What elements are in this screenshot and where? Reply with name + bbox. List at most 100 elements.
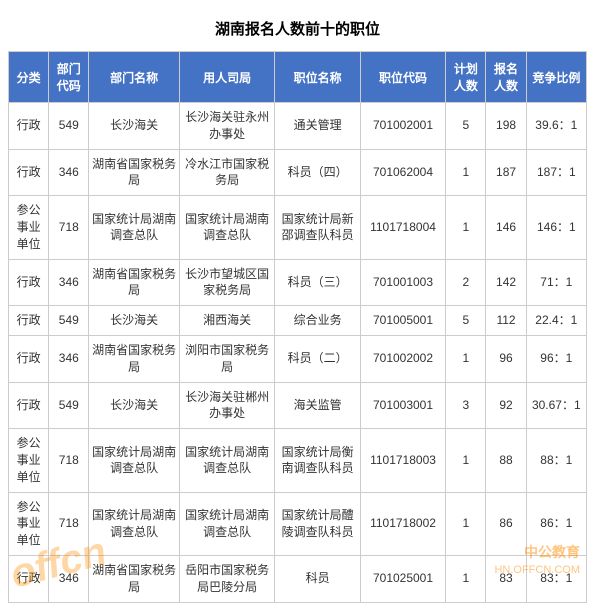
cell-2: 湖南省国家税务局 bbox=[89, 259, 179, 306]
header-position-code: 职位代码 bbox=[360, 52, 445, 103]
cell-3: 浏阳市国家税务局 bbox=[179, 335, 274, 382]
cell-3: 国家统计局湖南调查总队 bbox=[179, 429, 274, 492]
cell-6: 1 bbox=[446, 335, 486, 382]
table-row: 参公事业单位718国家统计局湖南调查总队国家统计局湖南调查总队国家统计局新邵调查… bbox=[9, 196, 587, 259]
cell-2: 国家统计局湖南调查总队 bbox=[89, 492, 179, 555]
cell-7: 86 bbox=[486, 492, 526, 555]
header-bureau: 用人司局 bbox=[179, 52, 274, 103]
cell-7: 96 bbox=[486, 335, 526, 382]
cell-7: 88 bbox=[486, 429, 526, 492]
cell-6: 5 bbox=[446, 306, 486, 336]
table-row: 行政346湖南省国家税务局冷水江市国家税务局科员（四）7010620041 187… bbox=[9, 149, 587, 196]
cell-3: 国家统计局湖南调查总队 bbox=[179, 196, 274, 259]
table-row: 参公事业单位718国家统计局湖南调查总队国家统计局湖南调查总队国家统计局醴陵调查… bbox=[9, 492, 587, 555]
cell-8: 146：1 bbox=[526, 196, 586, 259]
page-title: 湖南报名人数前十的职位 bbox=[8, 8, 587, 51]
cell-1: 549 bbox=[49, 382, 89, 429]
cell-0: 行政 bbox=[9, 335, 49, 382]
cell-4: 科员（二） bbox=[275, 335, 360, 382]
cell-2: 湖南省国家税务局 bbox=[89, 555, 179, 602]
header-position: 职位名称 bbox=[275, 52, 360, 103]
cell-5: 1101718004 bbox=[360, 196, 445, 259]
page-container: 湖南报名人数前十的职位 分类 部门代码 部门名称 用人司局 职位名称 职位代码 … bbox=[0, 0, 595, 611]
header-plan-count: 计划人数 bbox=[446, 52, 486, 103]
cell-4: 通关管理 bbox=[275, 103, 360, 150]
cell-1: 718 bbox=[49, 492, 89, 555]
cell-8: 71：1 bbox=[526, 259, 586, 306]
cell-2: 长沙海关 bbox=[89, 382, 179, 429]
cell-2: 长沙海关 bbox=[89, 103, 179, 150]
cell-8: 88：1 bbox=[526, 429, 586, 492]
cell-8: 83：1 bbox=[526, 555, 586, 602]
cell-6: 2 bbox=[446, 259, 486, 306]
header-category: 分类 bbox=[9, 52, 49, 103]
cell-3: 冷水江市国家税务局 bbox=[179, 149, 274, 196]
ranking-table: 分类 部门代码 部门名称 用人司局 职位名称 职位代码 计划人数 报名人数 竞争… bbox=[8, 51, 587, 603]
cell-8: 187：1 bbox=[526, 149, 586, 196]
cell-3: 湘西海关 bbox=[179, 306, 274, 336]
cell-4: 国家统计局新邵调查队科员 bbox=[275, 196, 360, 259]
header-ratio: 竞争比例 bbox=[526, 52, 586, 103]
cell-4: 科员（三） bbox=[275, 259, 360, 306]
cell-6: 1 bbox=[446, 196, 486, 259]
cell-6: 5 bbox=[446, 103, 486, 150]
cell-2: 湖南省国家税务局 bbox=[89, 149, 179, 196]
cell-2: 国家统计局湖南调查总队 bbox=[89, 429, 179, 492]
header-dept-name: 部门名称 bbox=[89, 52, 179, 103]
cell-4: 海关监管 bbox=[275, 382, 360, 429]
cell-0: 行政 bbox=[9, 103, 49, 150]
cell-0: 行政 bbox=[9, 149, 49, 196]
cell-6: 1 bbox=[446, 429, 486, 492]
cell-8: 22.4：1 bbox=[526, 306, 586, 336]
cell-7: 92 bbox=[486, 382, 526, 429]
table-row: 行政549长沙海关湘西海关综合业务701005001511222.4：1 bbox=[9, 306, 587, 336]
cell-0: 参公事业单位 bbox=[9, 492, 49, 555]
cell-8: 86：1 bbox=[526, 492, 586, 555]
cell-7: 142 bbox=[486, 259, 526, 306]
table-body: 行政549长沙海关长沙海关驻永州办事处通关管理701002001519839.6… bbox=[9, 103, 587, 603]
cell-7: 198 bbox=[486, 103, 526, 150]
cell-6: 3 bbox=[446, 382, 486, 429]
cell-6: 1 bbox=[446, 149, 486, 196]
cell-2: 国家统计局湖南调查总队 bbox=[89, 196, 179, 259]
cell-3: 国家统计局湖南调查总队 bbox=[179, 492, 274, 555]
cell-1: 346 bbox=[49, 555, 89, 602]
cell-3: 长沙海关驻郴州办事处 bbox=[179, 382, 274, 429]
cell-5: 1101718002 bbox=[360, 492, 445, 555]
cell-4: 国家统计局醴陵调查队科员 bbox=[275, 492, 360, 555]
table-row: 行政346湖南省国家税务局浏阳市国家税务局科员（二）70100200219696… bbox=[9, 335, 587, 382]
header-row: 分类 部门代码 部门名称 用人司局 职位名称 职位代码 计划人数 报名人数 竞争… bbox=[9, 52, 587, 103]
cell-4: 科员 bbox=[275, 555, 360, 602]
table-row: 行政549长沙海关长沙海关驻郴州办事处海关监管70100300139230.67… bbox=[9, 382, 587, 429]
cell-7: 83 bbox=[486, 555, 526, 602]
cell-1: 718 bbox=[49, 429, 89, 492]
cell-6: 1 bbox=[446, 492, 486, 555]
cell-5: 701002002 bbox=[360, 335, 445, 382]
cell-7: 146 bbox=[486, 196, 526, 259]
cell-8: 30.67：1 bbox=[526, 382, 586, 429]
cell-5: 701003001 bbox=[360, 382, 445, 429]
cell-5: 1101718003 bbox=[360, 429, 445, 492]
cell-1: 549 bbox=[49, 306, 89, 336]
cell-1: 346 bbox=[49, 335, 89, 382]
table-row: 行政346湖南省国家税务局长沙市望城区国家税务局科员（三）70100100321… bbox=[9, 259, 587, 306]
cell-5: 701005001 bbox=[360, 306, 445, 336]
header-dept-code: 部门代码 bbox=[49, 52, 89, 103]
cell-1: 718 bbox=[49, 196, 89, 259]
cell-0: 行政 bbox=[9, 555, 49, 602]
cell-5: 701025001 bbox=[360, 555, 445, 602]
cell-4: 综合业务 bbox=[275, 306, 360, 336]
table-row: 行政346湖南省国家税务局岳阳市国家税务局巴陵分局科员7010250011838… bbox=[9, 555, 587, 602]
header-apply-count: 报名人数 bbox=[486, 52, 526, 103]
cell-5: 701062004 bbox=[360, 149, 445, 196]
cell-1: 346 bbox=[49, 149, 89, 196]
cell-4: 国家统计局衡南调查队科员 bbox=[275, 429, 360, 492]
table-row: 参公事业单位718国家统计局湖南调查总队国家统计局湖南调查总队国家统计局衡南调查… bbox=[9, 429, 587, 492]
cell-5: 701001003 bbox=[360, 259, 445, 306]
cell-6: 1 bbox=[446, 555, 486, 602]
cell-0: 参公事业单位 bbox=[9, 196, 49, 259]
cell-3: 长沙海关驻永州办事处 bbox=[179, 103, 274, 150]
cell-0: 行政 bbox=[9, 259, 49, 306]
cell-4: 科员（四） bbox=[275, 149, 360, 196]
cell-2: 湖南省国家税务局 bbox=[89, 335, 179, 382]
